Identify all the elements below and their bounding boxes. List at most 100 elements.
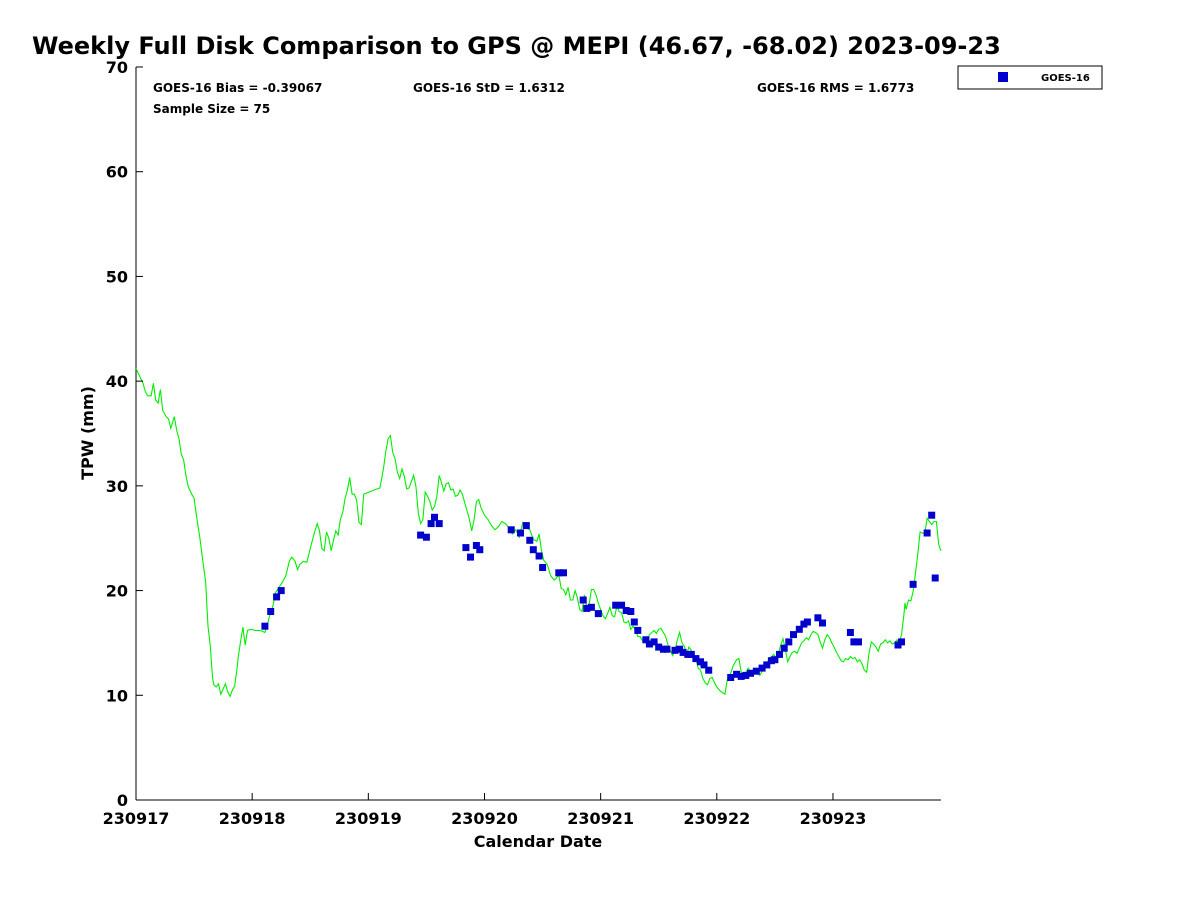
legend-box	[957, 65, 1103, 90]
goes16-point	[560, 569, 567, 577]
goes16-point	[422, 533, 430, 541]
y-tick-label: 30	[106, 477, 128, 496]
gps-series	[135, 368, 942, 698]
goes16-point	[630, 618, 638, 626]
goes16-point	[803, 618, 811, 626]
goes16-point	[780, 644, 788, 652]
goes16-point	[692, 655, 700, 663]
goes16-point	[663, 645, 671, 653]
goes16-point	[752, 667, 760, 675]
goes16-point	[758, 664, 766, 672]
goes16-point	[931, 574, 939, 582]
y-tick-label: 70	[106, 58, 128, 77]
goes16-point	[898, 638, 905, 646]
goes16-point	[467, 553, 474, 561]
goes16-point	[535, 552, 543, 560]
goes16-point	[655, 643, 663, 651]
x-tick-label: 230918	[219, 809, 286, 828]
x-tick-label: 230921	[567, 809, 634, 828]
goes16-point	[727, 674, 735, 681]
goes16-point	[435, 520, 443, 528]
gps-series-line	[135, 368, 942, 698]
goes16-point	[417, 531, 425, 539]
goes16-point	[507, 526, 515, 534]
goes16-point	[277, 587, 285, 595]
chart-title: Weekly Full Disk Comparison to GPS @ MEP…	[32, 32, 1001, 60]
y-tick-label: 40	[106, 372, 128, 391]
goes16-point	[909, 580, 917, 588]
goes16-point	[795, 625, 803, 633]
goes16-point	[273, 593, 281, 601]
goes16-point	[539, 564, 547, 571]
goes16-point	[928, 511, 936, 519]
goes16-point	[261, 622, 269, 630]
plot-area	[135, 67, 941, 801]
sample-size-stat: Sample Size = 75	[153, 102, 270, 116]
bias-stat: GOES-16 Bias = -0.39067	[153, 81, 322, 95]
x-ticks: 230917 230918 230919 230920 230921 230922 2309…	[103, 793, 867, 828]
y-tick-label: 10	[106, 686, 128, 705]
goes16-point	[819, 619, 826, 627]
x-tick-label: 230919	[335, 809, 402, 828]
goes16-point	[627, 608, 635, 615]
rms-stat: GOES-16 RMS = 1.6773	[757, 81, 914, 95]
x-tick-label: 230920	[451, 809, 518, 828]
goes16-point	[462, 544, 470, 552]
goes16-point	[776, 650, 783, 658]
y-tick-label: 60	[106, 163, 128, 182]
goes16-point	[923, 529, 931, 537]
goes16-point	[763, 661, 771, 669]
goes16-point	[634, 626, 642, 634]
goes16-point	[622, 607, 630, 614]
goes16-point	[645, 640, 653, 648]
goes16-point	[814, 614, 822, 622]
goes16-point	[785, 638, 793, 646]
goes16-point	[427, 520, 435, 528]
goes16-point	[687, 650, 695, 658]
y-tick-label: 0	[117, 791, 128, 810]
goes16-point	[555, 569, 563, 577]
goes16-point	[650, 638, 658, 646]
goes16-point	[529, 546, 537, 554]
std-stat: GOES-16 StD = 1.6312	[413, 81, 565, 95]
x-tick-label: 230922	[683, 809, 750, 828]
x-tick-label: 230917	[103, 809, 170, 828]
goes16-point	[472, 542, 480, 549]
goes16-point	[526, 536, 534, 544]
x-tick-label: 230923	[800, 809, 867, 828]
goes16-point	[671, 646, 679, 654]
goes16-point	[594, 610, 602, 618]
x-axis-label: Calendar Date	[474, 832, 603, 851]
goes16-point	[587, 603, 595, 611]
goes16-point	[737, 672, 745, 680]
goes16-point	[790, 631, 797, 639]
goes16-point	[700, 661, 708, 669]
goes16-point	[642, 636, 650, 644]
goes16-point	[583, 604, 591, 612]
y-tick-label: 20	[106, 582, 128, 601]
y-axis-label: TPW (mm)	[78, 386, 97, 480]
goes16-point	[771, 656, 779, 664]
goes16-point	[476, 546, 484, 554]
goes16-point	[267, 608, 275, 615]
goes16-point	[705, 666, 713, 674]
goes16-point	[855, 638, 862, 646]
goes16-point	[618, 601, 626, 609]
goes16-series	[261, 511, 939, 681]
goes16-point	[431, 513, 438, 521]
goes16-point	[517, 529, 524, 537]
goes16-point	[742, 671, 750, 679]
goes16-point	[679, 648, 687, 656]
goes16-point	[846, 629, 854, 636]
goes16-point	[850, 638, 858, 646]
legend-label-goes16: GOES-16	[1041, 73, 1090, 84]
goes16-point	[612, 601, 620, 609]
legend-marker-goes16	[998, 72, 1008, 82]
goes16-point	[733, 670, 741, 678]
y-ticks: 0 10 20 30 40 50 60 70	[106, 58, 143, 810]
y-tick-label: 50	[106, 267, 128, 286]
goes16-point	[747, 669, 754, 677]
goes16-point	[522, 522, 530, 530]
legend: GOES-16	[957, 65, 1103, 90]
